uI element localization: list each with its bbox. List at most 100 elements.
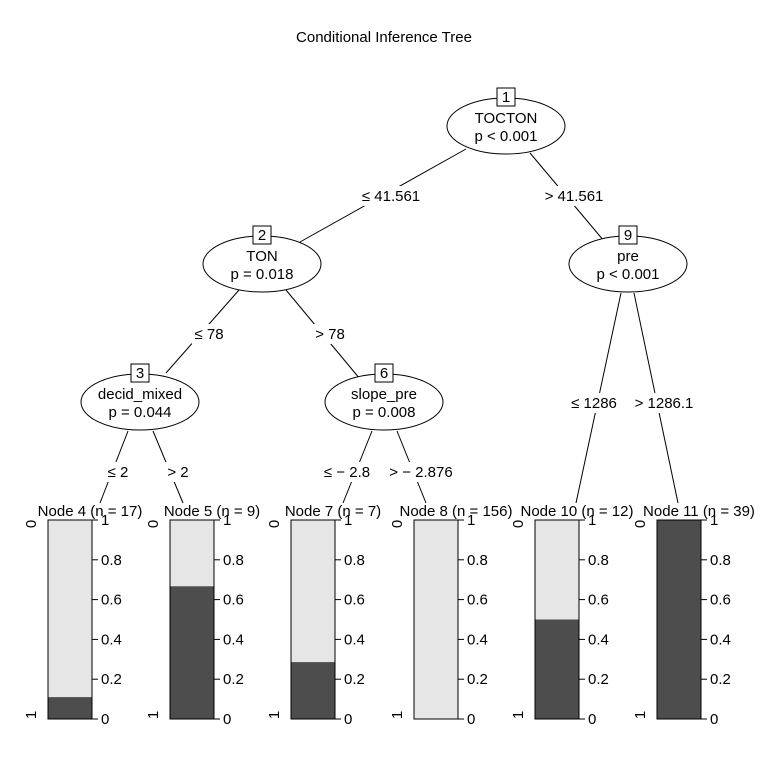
class-label-bottom-7: 1 [266, 711, 283, 719]
bar-tick-label-11-0: 0 [710, 711, 718, 728]
bar-tick-label-11-2: 0.4 [710, 631, 731, 648]
bar-frame-7 [290, 519, 336, 720]
node-id-box-1 [496, 87, 516, 107]
bar-frame-8 [413, 519, 459, 720]
edge-label-3-4: ≤ 2 [108, 464, 129, 481]
bar-class1-7 [291, 662, 335, 719]
bar-frame-10 [534, 519, 580, 720]
bar-class0-4 [48, 520, 92, 698]
bar-tick-label-7-3: 0.6 [344, 592, 365, 609]
bar-tick-label-8-0: 0 [467, 711, 475, 728]
node-id-3: 3 [136, 365, 144, 382]
bar-frame-5 [169, 519, 215, 720]
class-label-top-5: 0 [145, 520, 162, 528]
edge-label-1-2: ≤ 41.561 [362, 188, 420, 205]
terminal-label-5: Node 5 (n = 9) [164, 503, 260, 520]
bar-class1-10 [535, 619, 579, 719]
bar-class1-5 [170, 586, 214, 719]
bar-tick-label-11-3: 0.6 [710, 592, 731, 609]
bar-tick-label-8-5: 1 [467, 512, 475, 529]
bar-tick-label-10-3: 0.6 [588, 592, 609, 609]
terminal-label-11: Node 11 (n = 39) [643, 503, 755, 520]
bar-tick-label-4-5: 1 [101, 512, 109, 529]
edge-label-bg [541, 186, 607, 206]
node-id-9: 9 [624, 227, 632, 244]
bar-tick-label-7-1: 0.2 [344, 671, 365, 688]
node-id-box-2 [252, 225, 272, 245]
bar-tick-label-4-4: 0.8 [101, 552, 122, 569]
class-label-bottom-10: 1 [510, 711, 527, 719]
bar-tick-label-5-5: 1 [223, 512, 231, 529]
node-id-6: 6 [380, 365, 388, 382]
edge-label-6-8: > − 2.876 [389, 464, 452, 481]
terminal-label-10: Node 10 (n = 12) [521, 503, 634, 520]
bar-tick-label-8-2: 0.4 [467, 631, 488, 648]
bar-tick-label-4-2: 0.4 [101, 631, 122, 648]
class-label-top-7: 0 [266, 520, 283, 528]
node-variable-6: slope_pre [351, 386, 417, 403]
terminal-label-8: Node 8 (n = 156) [400, 503, 513, 520]
bar-tick-label-5-3: 0.6 [223, 592, 244, 609]
node-pvalue-3: p = 0.044 [109, 404, 172, 421]
edge-label-3-5: > 2 [167, 464, 188, 481]
bar-tick-label-4-1: 0.2 [101, 671, 122, 688]
edge-label-6-7: ≤ − 2.8 [324, 464, 370, 481]
bar-tick-label-11-1: 0.2 [710, 671, 731, 688]
bar-class0-10 [535, 520, 579, 620]
node-pvalue-9: p < 0.001 [597, 266, 660, 283]
bar-frame-11 [656, 519, 702, 720]
class-label-top-11: 0 [632, 520, 649, 528]
bar-tick-label-10-4: 0.8 [588, 552, 609, 569]
terminal-label-7: Node 7 (n = 7) [285, 503, 381, 520]
class-label-bottom-8: 1 [389, 711, 406, 719]
node-id-box-3 [130, 363, 150, 383]
edge-label-bg [164, 462, 192, 482]
bar-tick-label-10-0: 0 [588, 711, 596, 728]
bar-class1-11 [657, 520, 701, 719]
node-pvalue-6: p = 0.008 [353, 404, 416, 421]
bar-tick-label-5-0: 0 [223, 711, 231, 728]
node-id-box-6 [374, 363, 394, 383]
edge-label-bg [318, 462, 376, 482]
edge-label-bg [569, 393, 619, 413]
node-variable-9: pre [617, 248, 639, 265]
bar-tick-label-11-4: 0.8 [710, 552, 731, 569]
bar-tick-label-7-4: 0.8 [344, 552, 365, 569]
node-pvalue-1: p < 0.001 [475, 128, 538, 145]
bar-tick-label-5-4: 0.8 [223, 552, 244, 569]
edge-label-bg [358, 186, 424, 206]
bar-tick-label-7-5: 1 [344, 512, 352, 529]
edge-label-bg [191, 324, 227, 344]
class-label-bottom-5: 1 [145, 711, 162, 719]
bar-tick-label-8-3: 0.6 [467, 592, 488, 609]
bar-tick-label-5-2: 0.4 [223, 631, 244, 648]
bar-class0-8 [414, 520, 458, 719]
edge-label-9-10: ≤ 1286 [571, 395, 617, 412]
node-id-box-9 [618, 225, 638, 245]
bar-frame-4 [47, 519, 93, 720]
bar-tick-label-5-1: 0.2 [223, 671, 244, 688]
node-variable-2: TON [246, 248, 277, 265]
edge-label-bg [631, 393, 697, 413]
node-id-2: 2 [258, 227, 266, 244]
bar-tick-label-4-3: 0.6 [101, 592, 122, 609]
bar-tick-label-10-5: 1 [588, 512, 596, 529]
node-pvalue-2: p = 0.018 [231, 266, 294, 283]
edge-label-bg [384, 462, 458, 482]
node-variable-1: TOCTON [475, 110, 538, 127]
class-label-top-4: 0 [23, 520, 40, 528]
bar-tick-label-10-1: 0.2 [588, 671, 609, 688]
class-label-bottom-4: 1 [23, 711, 40, 719]
terminal-label-4: Node 4 (n = 17) [38, 503, 143, 520]
bar-class1-4 [48, 697, 92, 719]
edge-label-bg [104, 462, 132, 482]
class-label-top-10: 0 [510, 520, 527, 528]
node-id-1: 1 [502, 89, 510, 106]
class-label-top-8: 0 [389, 520, 406, 528]
edge-label-1-9: > 41.561 [545, 188, 604, 205]
edge-label-2-3: ≤ 78 [194, 326, 223, 343]
node-variable-3: decid_mixed [98, 386, 182, 403]
class-label-bottom-11: 1 [632, 711, 649, 719]
